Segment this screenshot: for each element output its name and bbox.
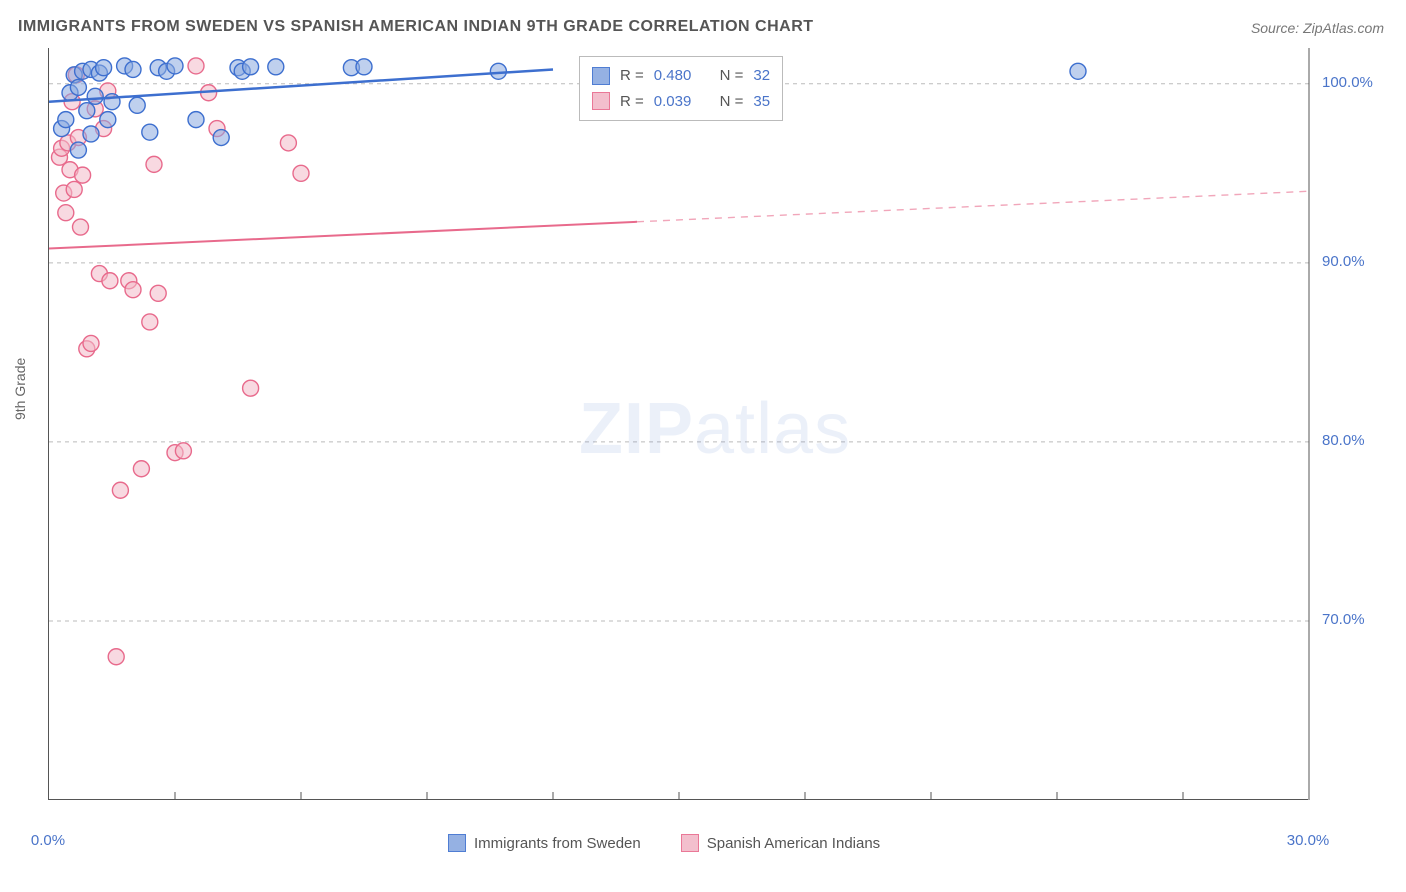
stat-label-r: R = bbox=[620, 89, 644, 115]
y-tick-label: 70.0% bbox=[1322, 611, 1365, 628]
stat-r-pink: 0.039 bbox=[654, 89, 692, 115]
stat-n-blue: 32 bbox=[753, 63, 770, 89]
swatch-blue bbox=[448, 834, 466, 852]
swatch-pink bbox=[681, 834, 699, 852]
stats-legend: R = 0.480 N = 32 R = 0.039 N = 35 bbox=[579, 56, 783, 121]
chart-container: ZIPatlas R = 0.480 N = 32 R = 0.039 N = … bbox=[48, 48, 1384, 800]
chart-title: IMMIGRANTS FROM SWEDEN VS SPANISH AMERIC… bbox=[18, 18, 814, 36]
legend-row-blue: R = 0.480 N = 32 bbox=[592, 63, 770, 89]
trend-layer bbox=[49, 48, 1308, 799]
legend-label-blue: Immigrants from Sweden bbox=[474, 835, 641, 852]
stat-label-n: N = bbox=[720, 63, 744, 89]
legend-row-pink: R = 0.039 N = 35 bbox=[592, 89, 770, 115]
swatch-blue bbox=[592, 67, 610, 85]
x-tick-label: 0.0% bbox=[31, 832, 65, 849]
legend-item-pink: Spanish American Indians bbox=[681, 834, 880, 852]
y-tick-label: 90.0% bbox=[1322, 253, 1365, 270]
legend-item-blue: Immigrants from Sweden bbox=[448, 834, 641, 852]
source-attribution: Source: ZipAtlas.com bbox=[1251, 20, 1384, 36]
y-tick-label: 100.0% bbox=[1322, 74, 1373, 91]
legend-label-pink: Spanish American Indians bbox=[707, 835, 880, 852]
stat-n-pink: 35 bbox=[753, 89, 770, 115]
stat-label-n: N = bbox=[720, 89, 744, 115]
x-tick-label: 30.0% bbox=[1287, 832, 1330, 849]
swatch-pink bbox=[592, 92, 610, 110]
stat-r-blue: 0.480 bbox=[654, 63, 692, 89]
plot-area: ZIPatlas R = 0.480 N = 32 R = 0.039 N = … bbox=[48, 48, 1308, 800]
y-axis-label: 9th Grade bbox=[12, 358, 28, 420]
stat-label-r: R = bbox=[620, 63, 644, 89]
bottom-legend: Immigrants from Sweden Spanish American … bbox=[448, 834, 880, 852]
y-tick-label: 80.0% bbox=[1322, 432, 1365, 449]
